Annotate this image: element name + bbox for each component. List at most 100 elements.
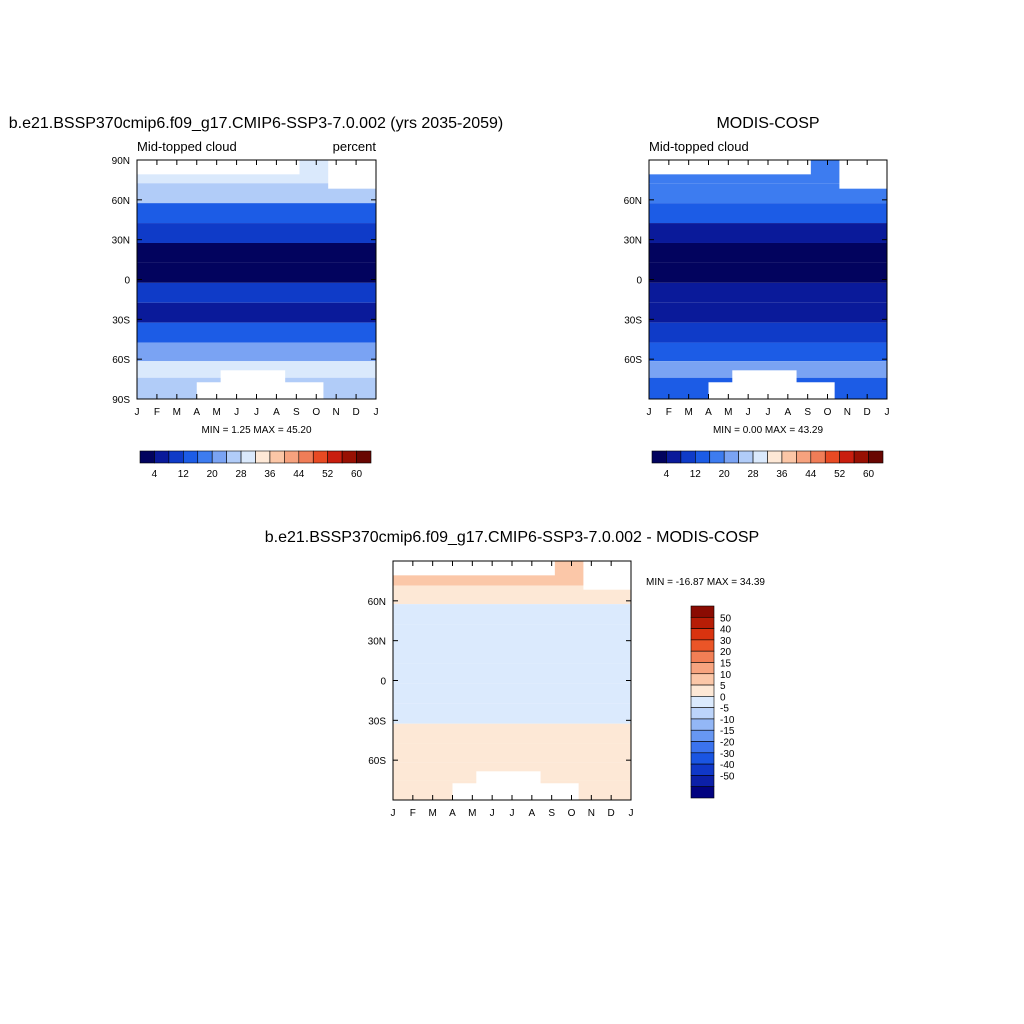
data-band bbox=[137, 282, 376, 303]
colorbar-swatch bbox=[796, 450, 812, 464]
colorbar-swatch bbox=[690, 616, 715, 629]
x-tick-label: F bbox=[154, 407, 160, 418]
colorbar-label: 60 bbox=[863, 469, 875, 480]
chart-title: b.e21.BSSP370cmip6.f09_g17.CMIP6-SSP3-7.… bbox=[265, 529, 759, 546]
colorbar-swatch bbox=[839, 450, 855, 464]
data-band bbox=[393, 604, 631, 625]
data-band bbox=[393, 643, 631, 664]
data-band bbox=[393, 743, 631, 763]
colorbar-swatch bbox=[269, 450, 285, 464]
colorbar-label: -50 bbox=[720, 771, 735, 782]
x-tick-label: D bbox=[352, 407, 359, 418]
x-tick-label: N bbox=[844, 407, 851, 418]
y-tick-label: 30S bbox=[368, 716, 386, 727]
x-tick-label: J bbox=[490, 808, 495, 819]
x-tick-label: N bbox=[333, 407, 340, 418]
data-band bbox=[137, 302, 376, 323]
missing-data-patch bbox=[393, 561, 555, 576]
colorbar-swatch bbox=[327, 450, 343, 464]
chart-panel-1: b.e21.BSSP370cmip6.f09_g17.CMIP6-SSP3-7.… bbox=[9, 115, 504, 480]
colorbar-swatch bbox=[690, 673, 715, 686]
x-tick-label: A bbox=[193, 407, 200, 418]
min-max-label: MIN = -16.87 MAX = 34.39 bbox=[646, 577, 765, 588]
colorbar-swatch bbox=[690, 628, 715, 641]
x-tick-label: J bbox=[254, 407, 259, 418]
y-tick-label: 90N bbox=[112, 156, 130, 167]
missing-data-patch bbox=[583, 561, 631, 590]
colorbar-label: -15 bbox=[720, 726, 735, 737]
y-tick-label: 60N bbox=[624, 196, 642, 207]
colorbar-swatch bbox=[690, 775, 715, 788]
colorbar-swatch bbox=[695, 450, 711, 464]
data-band bbox=[649, 203, 887, 224]
data-band bbox=[137, 342, 376, 362]
colorbar-label: 4 bbox=[664, 469, 670, 480]
x-tick-label: J bbox=[629, 808, 634, 819]
y-tick-label: 60S bbox=[112, 355, 130, 366]
colorbar-label: -10 bbox=[720, 715, 735, 726]
chart-panel-2: MODIS-COSP Mid-topped cloud J F M A M J J A S O N D J 6… bbox=[624, 115, 890, 480]
missing-data-patch bbox=[649, 160, 811, 175]
colorbar-label: -40 bbox=[720, 760, 735, 771]
colorbar-label: -5 bbox=[720, 704, 729, 715]
colorbar-swatch bbox=[341, 450, 357, 464]
x-tick-label: J bbox=[135, 407, 140, 418]
x-tick-label: M bbox=[724, 407, 732, 418]
x-tick-label: M bbox=[468, 808, 476, 819]
x-tick-label: J bbox=[391, 808, 396, 819]
x-tick-label: J bbox=[885, 407, 890, 418]
colorbar-label: 36 bbox=[264, 469, 276, 480]
data-band bbox=[649, 262, 887, 283]
colorbar: 4 12 20 28 36 44 52 60 bbox=[139, 450, 372, 480]
colorbar-swatch bbox=[690, 741, 715, 754]
colorbar-swatch bbox=[853, 450, 869, 464]
colorbar-swatch bbox=[690, 718, 715, 731]
min-max-label: MIN = 1.25 MAX = 45.20 bbox=[201, 425, 311, 436]
colorbar-swatch bbox=[168, 450, 184, 464]
colorbar-swatch bbox=[284, 450, 300, 464]
chart-title: b.e21.BSSP370cmip6.f09_g17.CMIP6-SSP3-7.… bbox=[9, 115, 504, 132]
colorbar-label: 28 bbox=[748, 469, 760, 480]
data-band bbox=[137, 223, 376, 243]
colorbar-swatch bbox=[690, 662, 715, 675]
colorbar-label: 28 bbox=[236, 469, 248, 480]
x-tick-label: J bbox=[374, 407, 379, 418]
colorbar-swatch bbox=[680, 450, 696, 464]
colorbar-label: 5 bbox=[720, 681, 726, 692]
colorbar-swatch bbox=[183, 450, 199, 464]
y-tick-label: 30N bbox=[624, 236, 642, 247]
y-tick-label: 60N bbox=[368, 597, 386, 608]
colorbar-swatch bbox=[824, 450, 840, 464]
chart-panel-3: b.e21.BSSP370cmip6.f09_g17.CMIP6-SSP3-7.… bbox=[265, 529, 766, 819]
data-band bbox=[393, 723, 631, 744]
colorbar-label: -20 bbox=[720, 738, 735, 749]
y-tick-label: 90S bbox=[112, 395, 130, 406]
colorbar-swatch bbox=[651, 450, 667, 464]
x-tick-label: A bbox=[273, 407, 280, 418]
y-tick-label: 0 bbox=[636, 276, 642, 287]
colorbar-label: 20 bbox=[207, 469, 219, 480]
colorbar-swatch bbox=[255, 450, 271, 464]
colorbar-swatch bbox=[356, 450, 372, 464]
colorbar-swatch bbox=[709, 450, 725, 464]
colorbar-label: 4 bbox=[152, 469, 158, 480]
missing-data-patch bbox=[452, 783, 579, 800]
colorbar-swatch bbox=[211, 450, 227, 464]
data-band bbox=[137, 322, 376, 343]
data-band bbox=[649, 242, 887, 263]
colorbar-label: 52 bbox=[834, 469, 846, 480]
y-tick-label: 60S bbox=[624, 355, 642, 366]
data-band bbox=[393, 703, 631, 724]
x-tick-label: S bbox=[804, 407, 811, 418]
colorbar-swatch bbox=[690, 605, 715, 618]
colorbar-swatch bbox=[868, 450, 884, 464]
data-band bbox=[649, 322, 887, 343]
data-band bbox=[393, 585, 631, 605]
colorbar-swatch bbox=[139, 450, 155, 464]
data-band bbox=[649, 223, 887, 243]
colorbar-label: 60 bbox=[351, 469, 363, 480]
colorbar-label: 12 bbox=[690, 469, 702, 480]
data-band bbox=[649, 302, 887, 323]
x-tick-label: O bbox=[824, 407, 832, 418]
